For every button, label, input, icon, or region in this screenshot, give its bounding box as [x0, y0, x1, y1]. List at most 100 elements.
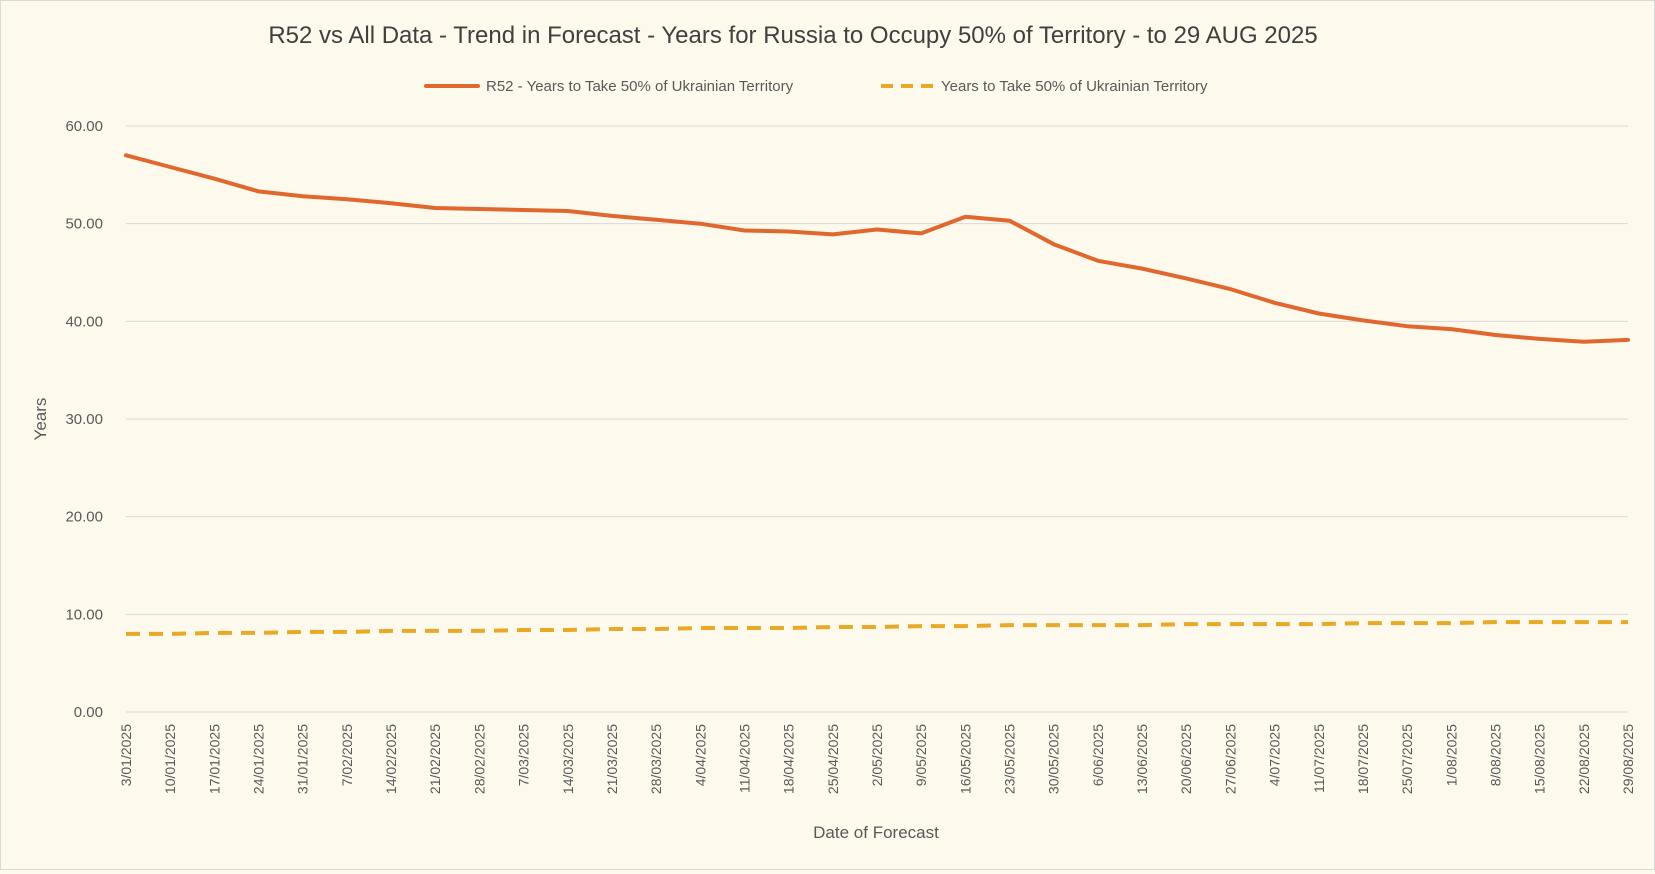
- data-point: [654, 218, 658, 222]
- x-tick-label: 20/06/2025: [1178, 724, 1194, 794]
- data-point: [566, 628, 570, 632]
- data-point: [477, 629, 481, 633]
- data-point: [433, 206, 437, 210]
- data-point: [610, 627, 614, 631]
- y-axis-ticks: 0.00 10.00 20.00 30.00 40.00 50.00 60.00: [65, 118, 103, 721]
- data-point: [1228, 287, 1232, 291]
- x-tick-label: 16/05/2025: [957, 724, 973, 794]
- data-point: [1449, 327, 1453, 331]
- data-point: [1008, 623, 1012, 627]
- data-point: [787, 626, 791, 630]
- x-tick-label: 29/08/2025: [1620, 724, 1636, 794]
- x-tick-label: 14/02/2025: [383, 724, 399, 794]
- y-tick-label: 40.00: [65, 313, 103, 330]
- data-point: [212, 177, 216, 181]
- data-point: [345, 630, 349, 634]
- data-point: [742, 229, 746, 233]
- data-point: [1184, 276, 1188, 280]
- series-1: [124, 620, 1630, 636]
- data-point: [1538, 337, 1542, 341]
- x-tick-label: 13/06/2025: [1134, 724, 1150, 794]
- x-tick-label: 4/04/2025: [692, 724, 708, 786]
- data-point: [168, 632, 172, 636]
- data-point: [1273, 622, 1277, 626]
- data-point: [522, 628, 526, 632]
- data-point: [1493, 620, 1497, 624]
- data-point: [566, 209, 570, 213]
- x-tick-label: 23/05/2025: [1002, 724, 1018, 794]
- x-tick-label: 22/08/2025: [1576, 724, 1592, 794]
- x-tick-label: 7/02/2025: [339, 724, 355, 786]
- x-tick-label: 7/03/2025: [516, 724, 532, 786]
- x-tick-label: 2/05/2025: [869, 724, 885, 786]
- data-point: [257, 631, 261, 635]
- y-tick-label: 50.00: [65, 216, 103, 233]
- y-tick-label: 10.00: [65, 606, 103, 623]
- chart-title: R52 vs All Data - Trend in Forecast - Ye…: [268, 22, 1317, 49]
- data-point: [1140, 267, 1144, 271]
- series-layer: [124, 153, 1630, 636]
- data-point: [389, 201, 393, 205]
- x-tick-label: 11/07/2025: [1311, 724, 1327, 793]
- x-tick-label: 21/03/2025: [604, 724, 620, 794]
- data-point: [1538, 620, 1542, 624]
- data-point: [919, 624, 923, 628]
- data-point: [168, 165, 172, 169]
- data-point: [787, 229, 791, 233]
- x-tick-label: 31/01/2025: [295, 724, 311, 794]
- data-point: [345, 197, 349, 201]
- data-point: [1140, 623, 1144, 627]
- x-tick-label: 21/02/2025: [427, 724, 443, 794]
- y-tick-label: 60.00: [65, 118, 103, 135]
- data-point: [301, 194, 305, 198]
- data-point: [610, 214, 614, 218]
- data-point: [1361, 621, 1365, 625]
- data-point: [477, 207, 481, 211]
- legend-label-all-data: Years to Take 50% of Ukrainian Territory: [941, 78, 1208, 95]
- data-point: [124, 632, 128, 636]
- x-tick-label: 4/07/2025: [1267, 724, 1283, 786]
- data-point: [1493, 333, 1497, 337]
- x-tick-label: 11/04/2025: [736, 724, 752, 793]
- data-point: [698, 222, 702, 226]
- x-tick-label: 25/07/2025: [1399, 724, 1415, 794]
- data-point: [831, 625, 835, 629]
- series-0: [124, 153, 1630, 344]
- x-tick-label: 18/04/2025: [781, 724, 797, 794]
- y-tick-label: 0.00: [74, 704, 103, 721]
- data-point: [742, 626, 746, 630]
- data-point: [963, 215, 967, 219]
- x-tick-label: 10/01/2025: [162, 724, 178, 794]
- data-point: [1052, 242, 1056, 246]
- data-point: [875, 228, 879, 232]
- y-tick-label: 20.00: [65, 509, 103, 526]
- data-point: [919, 231, 923, 235]
- x-tick-label: 25/04/2025: [825, 724, 841, 794]
- data-point: [1626, 620, 1630, 624]
- data-point: [1317, 312, 1321, 316]
- data-point: [1449, 621, 1453, 625]
- data-point: [1184, 622, 1188, 626]
- data-point: [301, 630, 305, 634]
- data-point: [1582, 620, 1586, 624]
- x-tick-label: 30/05/2025: [1046, 724, 1062, 794]
- data-point: [1008, 219, 1012, 223]
- data-point: [1626, 338, 1630, 342]
- x-axis-ticks: 3/01/2025 10/01/2025 17/01/2025 24/01/2025 3…: [118, 724, 1636, 794]
- x-tick-label: 3/01/2025: [118, 724, 134, 786]
- data-point: [522, 208, 526, 212]
- x-tick-label: 17/01/2025: [206, 724, 222, 794]
- data-point: [257, 189, 261, 193]
- data-point: [1273, 301, 1277, 305]
- data-point: [1405, 324, 1409, 328]
- data-point: [654, 627, 658, 631]
- data-point: [1317, 622, 1321, 626]
- x-tick-label: 24/01/2025: [251, 724, 267, 794]
- x-tick-label: 18/07/2025: [1355, 724, 1371, 794]
- x-tick-label: 28/03/2025: [648, 724, 664, 794]
- data-point: [1582, 340, 1586, 344]
- data-point: [1096, 623, 1100, 627]
- data-point: [831, 232, 835, 236]
- x-tick-label: 9/05/2025: [913, 724, 929, 786]
